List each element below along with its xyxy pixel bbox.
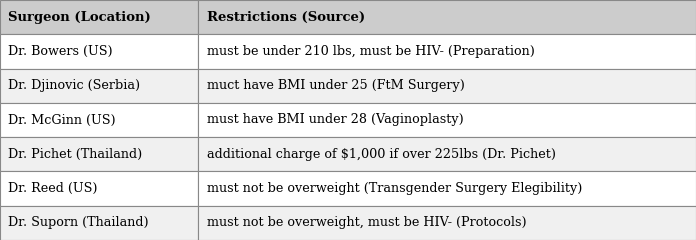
- Text: Dr. McGinn (US): Dr. McGinn (US): [8, 114, 116, 126]
- Bar: [0, 137, 198, 171]
- Bar: [0, 206, 198, 240]
- Bar: [198, 34, 696, 69]
- Bar: [198, 0, 696, 34]
- Text: must not be overweight, must be HIV- (Protocols): must not be overweight, must be HIV- (Pr…: [207, 216, 526, 229]
- Text: Restrictions (Source): Restrictions (Source): [207, 11, 365, 24]
- Bar: [198, 206, 696, 240]
- Text: Dr. Suporn (Thailand): Dr. Suporn (Thailand): [8, 216, 149, 229]
- Text: Dr. Pichet (Thailand): Dr. Pichet (Thailand): [8, 148, 143, 161]
- Bar: [0, 171, 198, 206]
- Bar: [0, 34, 198, 69]
- Bar: [198, 69, 696, 103]
- Bar: [198, 137, 696, 171]
- Bar: [198, 171, 696, 206]
- Text: must have BMI under 28 (Vaginoplasty): must have BMI under 28 (Vaginoplasty): [207, 114, 464, 126]
- Text: Dr. Bowers (US): Dr. Bowers (US): [8, 45, 113, 58]
- Text: Dr. Reed (US): Dr. Reed (US): [8, 182, 98, 195]
- Bar: [0, 69, 198, 103]
- Text: must not be overweight (Transgender Surgery Elegibility): must not be overweight (Transgender Surg…: [207, 182, 582, 195]
- Bar: [198, 103, 696, 137]
- Text: Surgeon (Location): Surgeon (Location): [8, 11, 151, 24]
- Text: additional charge of $1,000 if over 225lbs (Dr. Pichet): additional charge of $1,000 if over 225l…: [207, 148, 555, 161]
- Text: must be under 210 lbs, must be HIV- (Preparation): must be under 210 lbs, must be HIV- (Pre…: [207, 45, 535, 58]
- Bar: [0, 103, 198, 137]
- Text: muct have BMI under 25 (FtM Surgery): muct have BMI under 25 (FtM Surgery): [207, 79, 465, 92]
- Text: Dr. Djinovic (Serbia): Dr. Djinovic (Serbia): [8, 79, 141, 92]
- Bar: [0, 0, 198, 34]
